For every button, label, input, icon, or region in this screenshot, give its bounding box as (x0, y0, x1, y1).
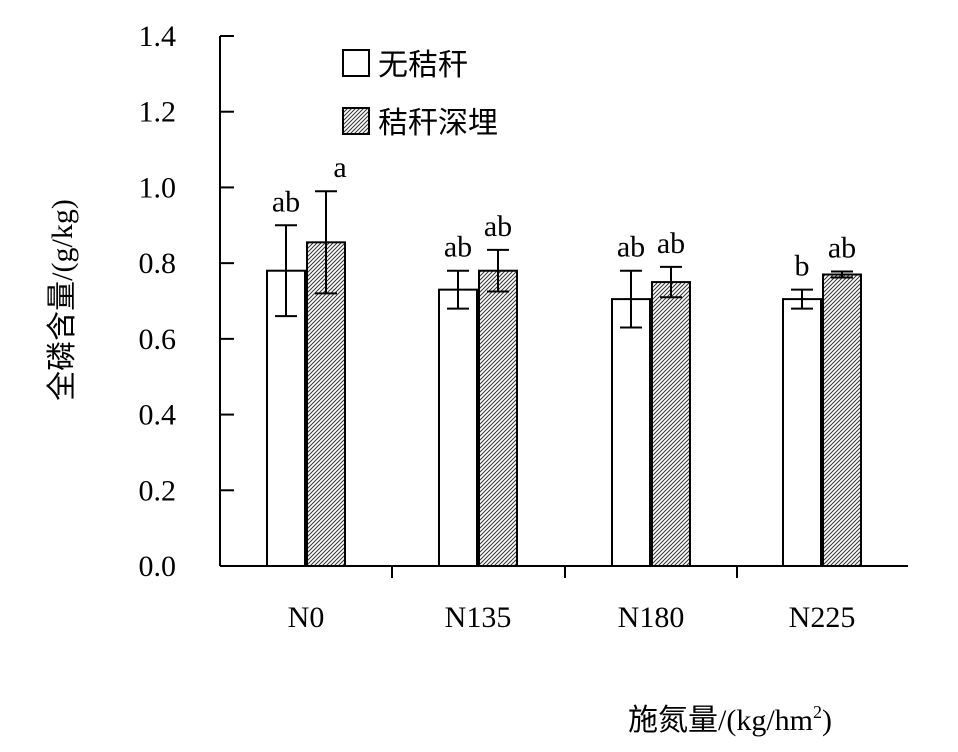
y-tick-label: 1.0 (139, 171, 177, 204)
x-axis-label-sup: 2 (813, 702, 822, 722)
significance-label: ab (828, 231, 856, 264)
y-tick-label: 0.2 (139, 474, 177, 507)
significance-label: ab (484, 210, 512, 243)
x-tick-label: N225 (789, 601, 856, 634)
significance-label: ab (444, 231, 472, 264)
y-tick-label: 0.6 (139, 323, 177, 356)
significance-label: b (795, 250, 810, 283)
significance-label: ab (272, 185, 300, 218)
significance-label: a (333, 151, 346, 184)
y-tick-label: 1.4 (139, 20, 177, 53)
x-tick-label: N180 (618, 601, 685, 634)
y-tick-label: 0.4 (139, 399, 177, 432)
bar (783, 299, 821, 566)
y-axis-label: 全磷含量/(g/kg) (46, 199, 79, 401)
significance-label: ab (617, 231, 645, 264)
significance-label: ab (657, 227, 685, 260)
bar (439, 290, 477, 566)
bar (612, 299, 650, 566)
legend-swatch (343, 108, 369, 134)
bar (823, 275, 861, 567)
y-tick-label: 0.0 (139, 550, 177, 583)
y-tick-label: 1.2 (139, 96, 177, 129)
x-tick-label: N0 (288, 601, 325, 634)
legend-label: 秸秆深埋 (378, 107, 498, 140)
x-tick-label: N135 (445, 601, 512, 634)
y-tick-label: 0.8 (139, 247, 177, 280)
x-axis-label: 施氮量/(kg/hm2) (628, 702, 832, 737)
bar (652, 282, 690, 566)
legend-label: 无秸秆 (378, 49, 468, 82)
x-axis-label-end: ) (822, 704, 832, 737)
x-axis-label-main: 施氮量/(kg/hm (628, 704, 813, 737)
bar (479, 271, 517, 566)
legend-swatch (343, 50, 369, 76)
